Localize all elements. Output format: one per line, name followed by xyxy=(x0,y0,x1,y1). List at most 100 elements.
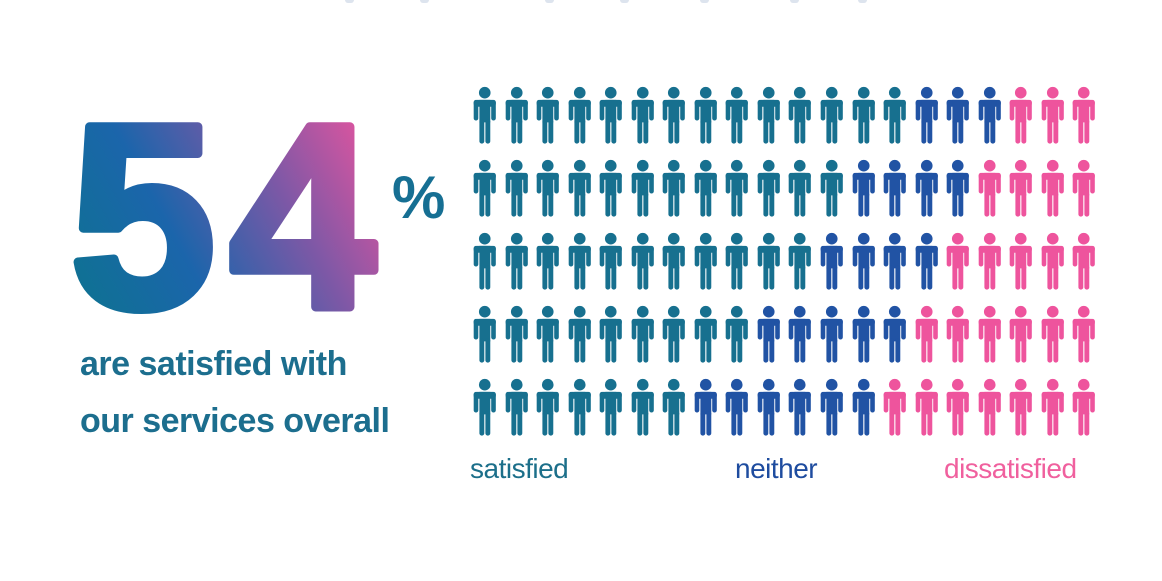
neither-person-icon xyxy=(915,86,938,144)
dissatisfied-person-icon xyxy=(915,378,938,436)
dissatisfied-person-icon xyxy=(946,232,970,290)
dissatisfied-person-icon xyxy=(978,378,1001,436)
dissatisfied-person-icon xyxy=(1041,232,1064,290)
satisfied-person-icon xyxy=(820,159,843,217)
satisfied-person-icon xyxy=(631,232,654,290)
caption-line-1: are satisfied with xyxy=(80,345,347,383)
dissatisfied-person-icon xyxy=(1073,232,1096,290)
dissatisfied-person-icon xyxy=(1073,378,1096,436)
satisfied-person-icon xyxy=(757,159,780,217)
dissatisfied-person-icon xyxy=(883,378,906,436)
satisfied-person-icon xyxy=(662,232,686,290)
neither-person-icon xyxy=(694,378,717,436)
satisfied-person-icon xyxy=(789,159,812,217)
dissatisfied-person-icon xyxy=(946,378,970,436)
neither-person-icon xyxy=(852,378,875,436)
satisfied-person-icon xyxy=(505,159,528,217)
satisfied-person-icon xyxy=(568,232,591,290)
satisfied-person-icon xyxy=(505,232,528,290)
dissatisfied-person-icon xyxy=(978,159,1001,217)
headline-value: 54 xyxy=(70,112,389,322)
legend-label-satisfied: satisfied xyxy=(470,453,569,484)
satisfied-person-icon xyxy=(473,159,496,217)
satisfied-person-icon xyxy=(631,86,654,144)
satisfied-person-icon xyxy=(599,86,622,144)
satisfied-person-icon xyxy=(631,305,654,363)
satisfied-person-icon xyxy=(599,305,622,363)
percent-sign: % xyxy=(392,164,446,231)
dissatisfied-person-icon xyxy=(1041,86,1064,144)
satisfied-person-icon xyxy=(757,232,780,290)
neither-person-icon xyxy=(978,86,1001,144)
neither-person-icon xyxy=(883,232,906,290)
dissatisfied-person-icon xyxy=(978,305,1001,363)
pictogram-row xyxy=(470,376,1102,438)
satisfied-person-icon xyxy=(473,232,496,290)
satisfied-person-icon xyxy=(726,305,749,363)
satisfied-person-icon xyxy=(883,86,906,144)
dissatisfied-person-icon xyxy=(1009,159,1033,217)
dissatisfied-person-icon xyxy=(1041,305,1064,363)
neither-person-icon xyxy=(757,305,780,363)
satisfied-person-icon xyxy=(473,378,496,436)
satisfied-person-icon xyxy=(662,305,686,363)
neither-person-icon xyxy=(946,86,970,144)
satisfied-person-icon xyxy=(694,305,717,363)
neither-person-icon xyxy=(946,159,970,217)
satisfied-person-icon xyxy=(568,378,591,436)
neither-person-icon xyxy=(789,378,812,436)
pictogram-row xyxy=(470,84,1102,146)
neither-person-icon xyxy=(820,232,843,290)
satisfied-person-icon xyxy=(694,232,717,290)
pictogram-row xyxy=(470,230,1102,292)
caption-line-2: our services overall xyxy=(80,402,390,440)
dissatisfied-person-icon xyxy=(978,232,1001,290)
satisfied-person-icon xyxy=(852,86,875,144)
satisfied-person-icon xyxy=(505,305,528,363)
neither-person-icon xyxy=(852,159,875,217)
satisfied-person-icon xyxy=(694,86,717,144)
pictogram-row xyxy=(470,303,1102,365)
satisfied-person-icon xyxy=(473,86,496,144)
dissatisfied-person-icon xyxy=(946,305,970,363)
satisfied-person-icon xyxy=(726,86,749,144)
satisfied-person-icon xyxy=(536,305,559,363)
satisfied-person-icon xyxy=(473,305,496,363)
neither-person-icon xyxy=(915,232,938,290)
clipped-title-artifact xyxy=(0,0,1162,4)
satisfied-person-icon xyxy=(757,86,780,144)
satisfied-person-icon xyxy=(789,86,812,144)
neither-person-icon xyxy=(820,305,843,363)
dissatisfied-person-icon xyxy=(1073,86,1096,144)
neither-person-icon xyxy=(852,232,875,290)
headline-percentage: 54 xyxy=(68,112,389,322)
satisfied-person-icon xyxy=(505,378,528,436)
neither-person-icon xyxy=(915,159,938,217)
satisfied-person-icon xyxy=(536,159,559,217)
satisfied-person-icon xyxy=(662,86,686,144)
satisfied-person-icon xyxy=(536,378,559,436)
dissatisfied-person-icon xyxy=(1009,305,1033,363)
legend-label-neither: neither xyxy=(735,453,818,484)
neither-person-icon xyxy=(852,305,875,363)
dissatisfied-person-icon xyxy=(1009,378,1033,436)
satisfied-person-icon xyxy=(662,159,686,217)
satisfied-person-icon xyxy=(694,159,717,217)
satisfied-person-icon xyxy=(631,159,654,217)
pictogram-row xyxy=(470,157,1102,219)
dissatisfied-person-icon xyxy=(915,305,938,363)
satisfied-person-icon xyxy=(568,159,591,217)
satisfied-person-icon xyxy=(599,378,622,436)
satisfied-person-icon xyxy=(726,232,749,290)
neither-person-icon xyxy=(883,305,906,363)
dissatisfied-person-icon xyxy=(1041,159,1064,217)
satisfied-person-icon xyxy=(505,86,528,144)
neither-person-icon xyxy=(820,378,843,436)
satisfied-person-icon xyxy=(820,86,843,144)
legend-label-dissatisfied: dissatisfied xyxy=(944,453,1077,484)
satisfied-person-icon xyxy=(599,232,622,290)
satisfied-person-icon xyxy=(662,378,686,436)
satisfied-person-icon xyxy=(536,86,559,144)
satisfied-person-icon xyxy=(568,305,591,363)
